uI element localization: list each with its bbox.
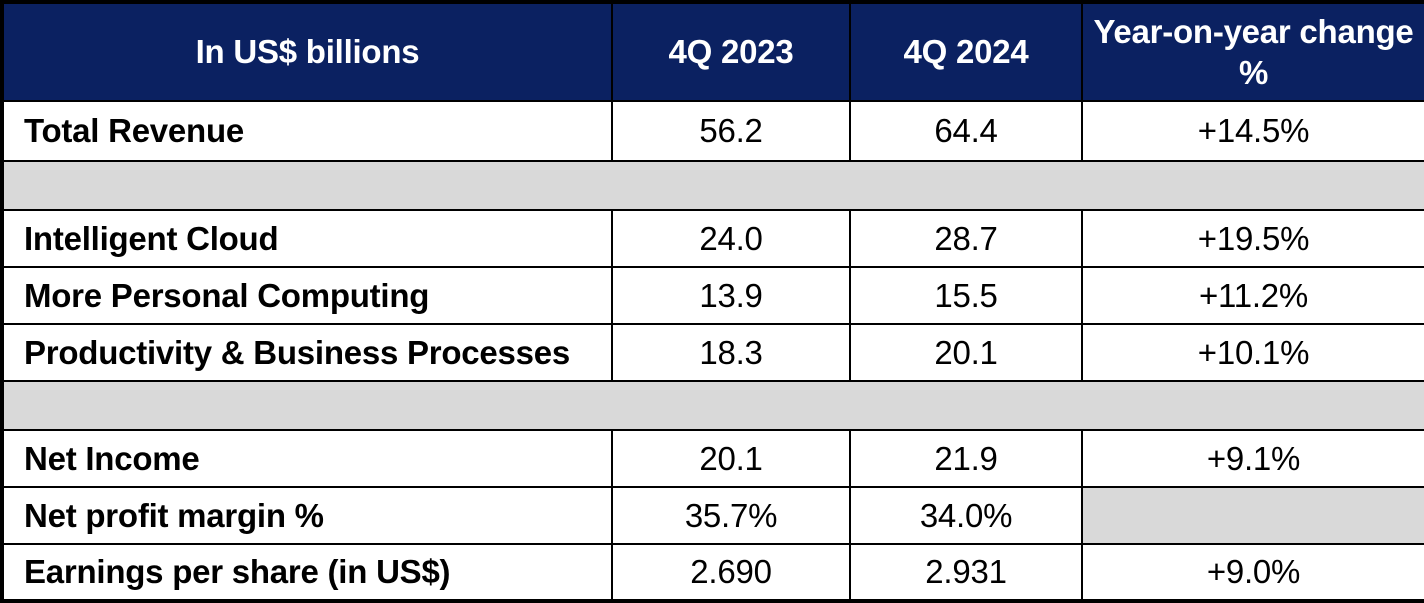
row-net-profit-margin: Net profit margin % 35.7% 34.0% bbox=[1, 486, 1424, 545]
row-label-net-profit-margin: Net profit margin % bbox=[1, 486, 613, 545]
table-header: In US$ billions 4Q 2023 4Q 2024 Year-on-… bbox=[1, 1, 1424, 102]
row-total-revenue: Total Revenue 56.2 64.4 +14.5% bbox=[1, 100, 1424, 162]
row-label-intelligent-cloud: Intelligent Cloud bbox=[1, 209, 613, 268]
header-row: In US$ billions 4Q 2023 4Q 2024 Year-on-… bbox=[1, 1, 1424, 102]
spacer-band bbox=[2, 380, 1424, 431]
spacer-band bbox=[2, 160, 1424, 211]
more-personal-computing-yoy-value: +11.2% bbox=[1081, 266, 1424, 325]
productivity-business-processes-4q2023-value: 18.3 bbox=[611, 323, 851, 382]
table-body: Total Revenue 56.2 64.4 +14.5% Intellige… bbox=[1, 100, 1424, 602]
productivity-business-processes-yoy-value: +10.1% bbox=[1081, 323, 1424, 382]
net-profit-margin-4q2024-value: 34.0% bbox=[849, 486, 1083, 545]
row-earnings-per-share: Earnings per share (in US$) 2.690 2.931 … bbox=[1, 543, 1424, 602]
column-header-4q2023: 4Q 2023 bbox=[611, 1, 851, 102]
more-personal-computing-4q2023-value: 13.9 bbox=[611, 266, 851, 325]
spacer-row-1 bbox=[2, 160, 1424, 211]
more-personal-computing-4q2024-value: 15.5 bbox=[849, 266, 1083, 325]
column-header-yoy-change: Year-on-year change % bbox=[1081, 1, 1424, 102]
row-more-personal-computing: More Personal Computing 13.9 15.5 +11.2% bbox=[1, 266, 1424, 325]
row-intelligent-cloud: Intelligent Cloud 24.0 28.7 +19.5% bbox=[1, 209, 1424, 268]
net-income-4q2024-value: 21.9 bbox=[849, 429, 1083, 488]
spacer-row-2 bbox=[2, 380, 1424, 431]
row-label-net-income: Net Income bbox=[1, 429, 613, 488]
net-income-4q2023-value: 20.1 bbox=[611, 429, 851, 488]
net-profit-margin-4q2023-value: 35.7% bbox=[611, 486, 851, 545]
row-label-productivity-business-processes: Productivity & Business Processes bbox=[1, 323, 613, 382]
row-label-total-revenue: Total Revenue bbox=[1, 100, 613, 162]
total-revenue-4q2024-value: 64.4 bbox=[849, 100, 1083, 162]
total-revenue-yoy-value: +14.5% bbox=[1081, 100, 1424, 162]
row-productivity-business-processes: Productivity & Business Processes 18.3 2… bbox=[1, 323, 1424, 382]
row-label-more-personal-computing: More Personal Computing bbox=[1, 266, 613, 325]
intelligent-cloud-yoy-value: +19.5% bbox=[1081, 209, 1424, 268]
net-profit-margin-yoy-blank-cell bbox=[1081, 486, 1424, 545]
productivity-business-processes-4q2024-value: 20.1 bbox=[849, 323, 1083, 382]
intelligent-cloud-4q2024-value: 28.7 bbox=[849, 209, 1083, 268]
earnings-per-share-4q2023-value: 2.690 bbox=[611, 543, 851, 602]
column-header-metric: In US$ billions bbox=[1, 1, 613, 102]
earnings-per-share-yoy-value: +9.0% bbox=[1081, 543, 1424, 602]
earnings-per-share-4q2024-value: 2.931 bbox=[849, 543, 1083, 602]
row-label-earnings-per-share: Earnings per share (in US$) bbox=[1, 543, 613, 602]
net-income-yoy-value: +9.1% bbox=[1081, 429, 1424, 488]
column-header-4q2024: 4Q 2024 bbox=[849, 1, 1083, 102]
intelligent-cloud-4q2023-value: 24.0 bbox=[611, 209, 851, 268]
total-revenue-4q2023-value: 56.2 bbox=[611, 100, 851, 162]
row-net-income: Net Income 20.1 21.9 +9.1% bbox=[1, 429, 1424, 488]
